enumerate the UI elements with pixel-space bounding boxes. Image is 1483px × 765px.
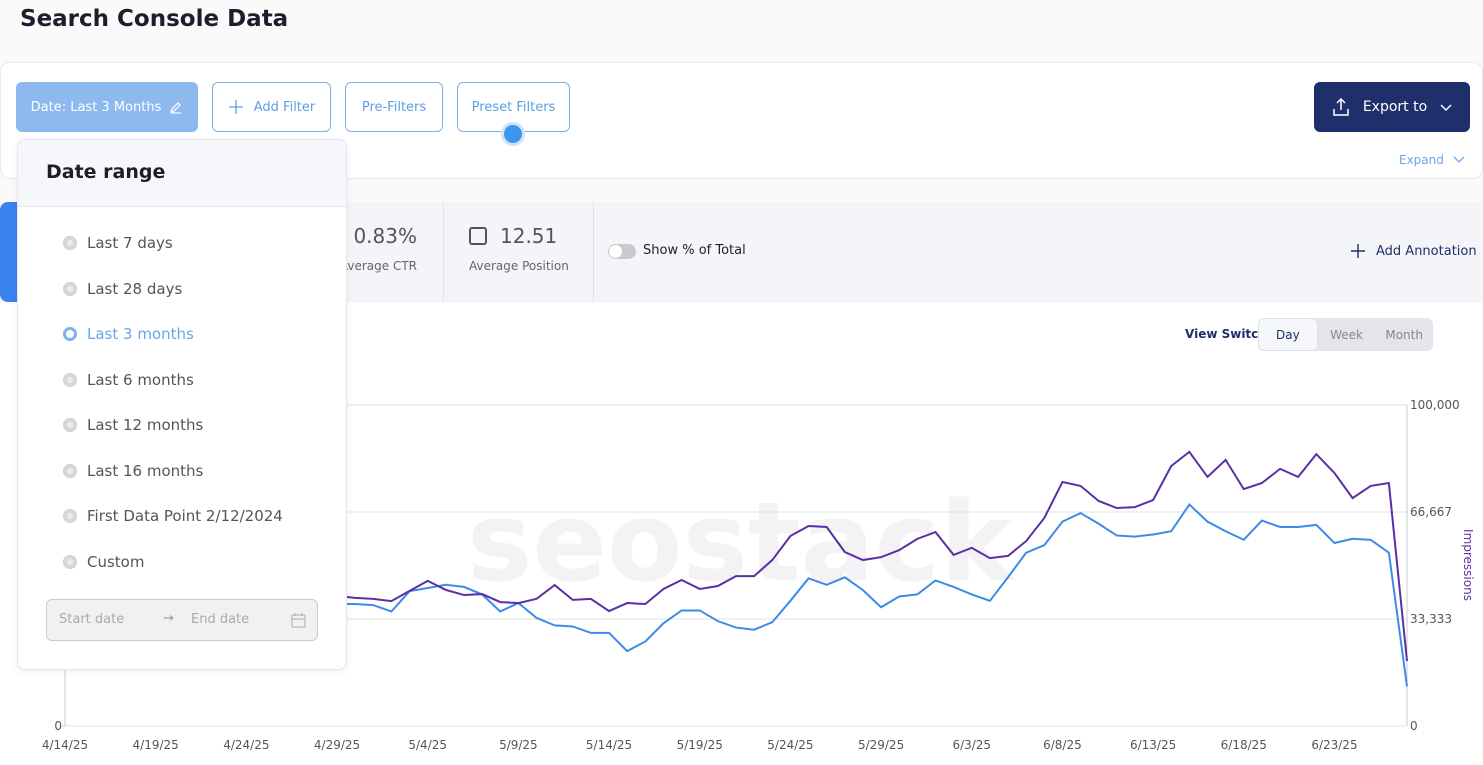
series-line [336, 450, 1408, 662]
pre-filters-label: Pre-Filters [361, 99, 427, 115]
x-tick-label: 6/8/25 [1043, 738, 1082, 752]
export-label: Export to [1362, 99, 1428, 115]
pre-filters-button[interactable]: Pre-Filters [345, 82, 443, 132]
chevron-icon [1440, 104, 1452, 112]
start-date: Start date [59, 612, 125, 627]
date-option[interactable]: Custom [63, 553, 144, 571]
view-switch: Day Week Month [1258, 318, 1433, 351]
view-switch-label: View Switch [1185, 327, 1267, 341]
chevron-icon [1453, 156, 1465, 163]
x-tick-label: 4/14/25 [42, 738, 88, 752]
dropdown-title: Date range [46, 161, 166, 183]
expand-link[interactable]: Expand [1399, 153, 1466, 167]
x-tick-label: 5/4/25 [408, 738, 447, 752]
option-label: Custom [87, 552, 145, 571]
date-option[interactable]: Last 28 days [63, 280, 182, 298]
radio [63, 281, 77, 296]
metric-label: Average Position [469, 259, 569, 273]
x-tick-label: 6/3/25 [952, 738, 991, 752]
add-filter-label: Add Filter [253, 99, 316, 115]
checkbox[interactable] [469, 227, 487, 245]
dropdown-header [18, 140, 346, 207]
toggle[interactable] [608, 244, 636, 259]
y2-tick-label: 100,000 [1410, 398, 1460, 412]
expand-label: Expand [1399, 153, 1444, 167]
x-tick-label: 6/18/25 [1221, 738, 1267, 752]
radio [63, 372, 77, 387]
watermark: seostack [467, 478, 1016, 606]
x-tick-label: 5/29/25 [858, 738, 904, 752]
x-tick-label: 4/29/25 [314, 738, 360, 752]
plus-icon [1351, 244, 1365, 258]
option-label: Last 28 days [87, 279, 183, 298]
metric-value: 0.83% [353, 224, 417, 248]
radio [63, 463, 77, 478]
add-filter-button[interactable]: Add Filter [212, 82, 331, 132]
view-option[interactable]: Month [1385, 327, 1423, 342]
upload-icon [1333, 97, 1349, 116]
option-label: Last 3 months [87, 325, 194, 343]
ctr-card[interactable]: 0.83% Average CTR [300, 202, 444, 302]
date-range-dropdown: Date range Start date → End date Last 7 … [17, 139, 347, 670]
option-label: Last 12 months [87, 416, 204, 434]
metric-value: 12.51 [500, 224, 558, 248]
x-tick-label: 6/13/25 [1130, 738, 1176, 752]
cursor-indicator [501, 122, 525, 146]
option-label: Last 6 months [87, 370, 194, 389]
date-option[interactable]: Last 6 months [63, 371, 194, 389]
page-title: Search Console Data [20, 6, 289, 32]
y2-tick-label: 33,333 [1410, 612, 1452, 626]
radio [63, 509, 77, 523]
custom-range-input[interactable]: Start date → End date [46, 599, 318, 641]
date-button[interactable]: Date: Last 3 Months [16, 82, 198, 132]
date-option[interactable]: Last 16 months [63, 462, 203, 480]
export-button[interactable]: Export to [1314, 82, 1470, 132]
radio [63, 327, 77, 341]
position-card[interactable]: 12.51 Average Position [444, 202, 594, 302]
date-option[interactable]: First Data Point 2/12/2024 [63, 507, 283, 525]
x-tick-label: 5/9/25 [499, 738, 538, 752]
preset-filters-label: Preset Filters [471, 99, 556, 115]
date-option[interactable]: Last 3 months [63, 325, 194, 343]
radio [63, 236, 77, 250]
y2-tick-label: 0 [1410, 719, 1418, 733]
clicks-card[interactable] [0, 202, 20, 302]
arrow: → [163, 611, 174, 626]
series-line [337, 502, 1408, 687]
calendar-icon [291, 613, 306, 628]
view-option[interactable]: Day [1258, 318, 1318, 351]
y-tick-label: 0 [54, 719, 62, 733]
end-date: End date [191, 612, 250, 627]
x-tick-label: 5/14/25 [586, 738, 632, 752]
date-option[interactable]: Last 7 days [63, 234, 173, 252]
toggle-label: Show % of Total [643, 243, 746, 258]
add-annotation[interactable]: Add Annotation [1350, 243, 1477, 259]
edit-icon [170, 102, 182, 114]
option-label: Last 7 days [87, 234, 173, 252]
x-tick-label: 4/19/25 [133, 738, 179, 752]
add-annotation-label: Add Annotation [1376, 243, 1477, 259]
date-option[interactable]: Last 12 months [63, 416, 203, 434]
date-button-label: Date: Last 3 Months [30, 99, 162, 115]
x-tick-label: 4/24/25 [223, 738, 269, 752]
view-option[interactable]: Week [1330, 327, 1363, 342]
x-tick-label: 5/19/25 [677, 738, 723, 752]
radio [63, 554, 77, 569]
option-label: Last 16 months [87, 461, 204, 480]
x-tick-label: 6/23/25 [1311, 738, 1357, 752]
plus-icon [228, 100, 243, 114]
x-tick-label: 5/24/25 [767, 738, 813, 752]
y2-tick-label: 66,667 [1410, 505, 1452, 519]
y2-axis-label: Impressions [1461, 529, 1475, 601]
metric-label: Average CTR [339, 259, 417, 273]
option-label: First Data Point 2/12/2024 [87, 507, 283, 525]
radio [63, 418, 77, 432]
